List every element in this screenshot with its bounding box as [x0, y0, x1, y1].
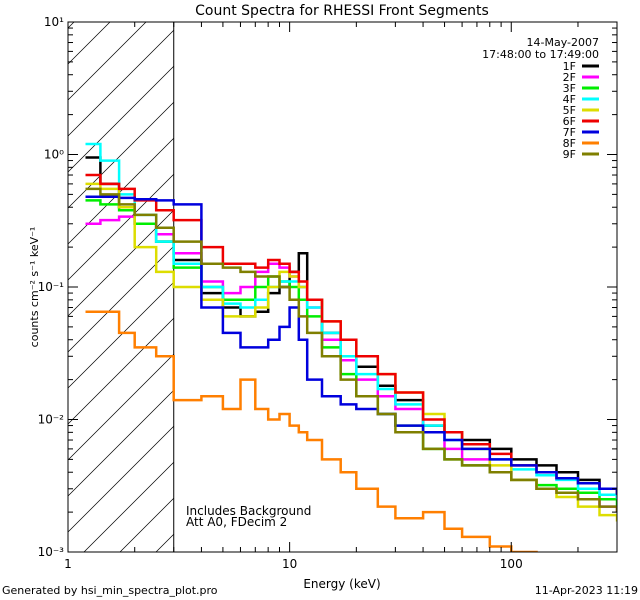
hatch-line: [68, 245, 174, 353]
low-energy-hatch-region: [68, 22, 174, 552]
hatch-line: [68, 209, 174, 317]
axis-ticks: 1 10 100 10⁻³ 10⁻² 10⁻¹ 10⁰ 10¹: [38, 15, 618, 571]
legend-label: 5F: [563, 104, 576, 117]
chart-title: Count Spectra for RHESSI Front Segments: [195, 3, 489, 19]
y-axis-label: counts cm⁻² s⁻¹ keV⁻¹: [28, 227, 41, 348]
x-tick-label: 100: [500, 557, 523, 571]
legend-label: 6F: [563, 115, 576, 128]
legend-label: 3F: [563, 82, 576, 95]
series-layer: [85, 142, 617, 552]
hatch-line: [83, 461, 174, 552]
legend-label: 7F: [563, 126, 576, 139]
hatch-line: [68, 281, 174, 389]
y-tick-label: 10⁰: [44, 148, 64, 162]
time-range-label: 17:48:00 to 17:49:00: [482, 48, 599, 61]
hatch-line: [68, 29, 174, 137]
hatch-line: [68, 65, 174, 173]
legend-label: 4F: [563, 93, 576, 106]
y-tick-label: 10⁻¹: [38, 280, 65, 294]
annotation-attenuator: Att A0, FDecim 2: [186, 515, 287, 529]
y-tick-label: 10⁻³: [38, 545, 65, 559]
series-line-8F: [85, 310, 538, 552]
x-tick-label: 10: [282, 557, 297, 571]
legend-label: 1F: [563, 60, 576, 73]
hatch-line: [68, 389, 174, 497]
hatch-line: [68, 425, 174, 533]
x-tick-label: 1: [64, 557, 72, 571]
legend-label: 8F: [563, 137, 576, 150]
footer-generated-by: Generated by hsi_min_spectra_plot.pro: [2, 584, 218, 597]
date-label: 14-May-2007: [527, 36, 599, 49]
footer-timestamp: 11-Apr-2023 11:19: [535, 584, 638, 597]
legend-label: 2F: [563, 71, 576, 84]
legend-label: 9F: [563, 148, 576, 161]
series-line-9F: [85, 187, 617, 513]
series-line-7F: [85, 195, 617, 495]
y-tick-label: 10¹: [44, 15, 64, 29]
x-axis-label: Energy (keV): [303, 577, 380, 591]
annotation-background: Includes Background: [186, 504, 311, 518]
y-tick-label: 10⁻²: [38, 413, 65, 427]
hatch-line: [68, 101, 174, 209]
